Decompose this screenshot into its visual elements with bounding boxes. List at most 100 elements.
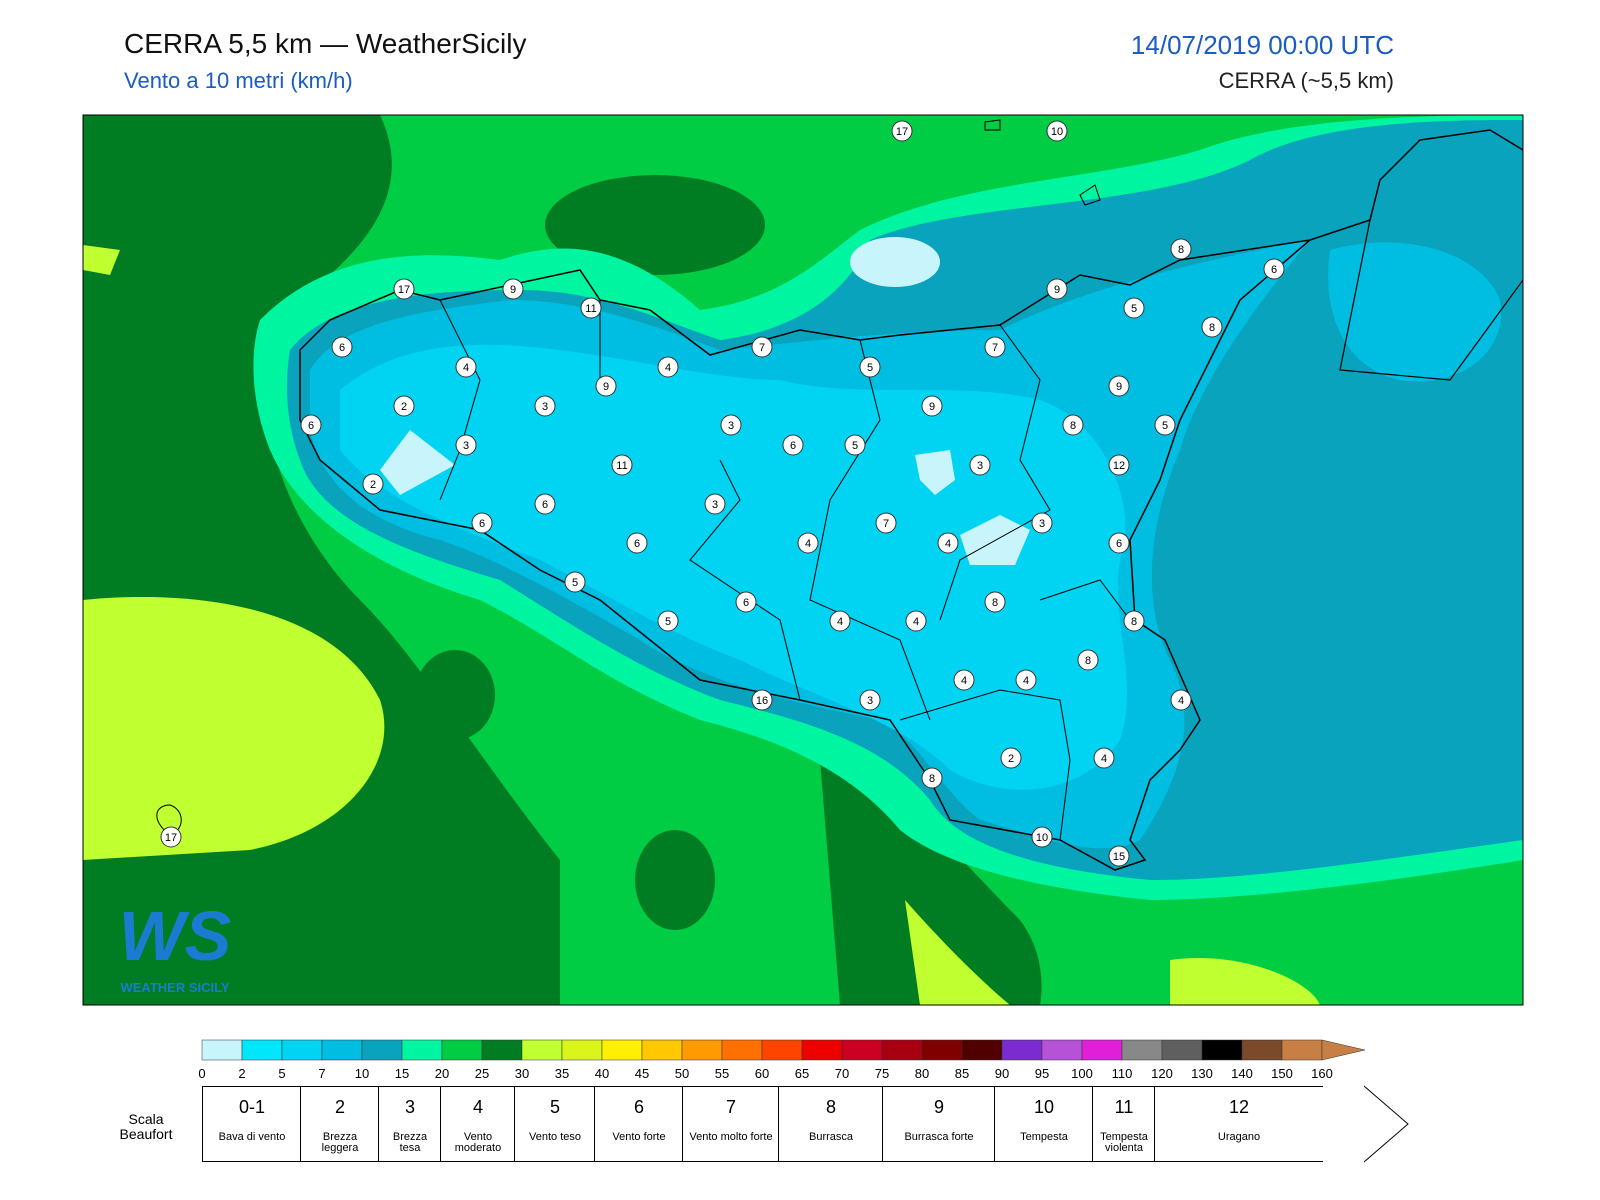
beaufort-force: 9 xyxy=(933,1097,944,1117)
colorbar-segment xyxy=(961,1039,1003,1061)
colorbar-segment xyxy=(761,1039,803,1061)
colorbar-tick-label: 110 xyxy=(1112,1066,1133,1081)
colorbar-tick-label: 95 xyxy=(1035,1066,1049,1081)
station-marker xyxy=(1170,689,1192,711)
station-marker xyxy=(937,532,959,554)
colorbar-tick-label: 60 xyxy=(755,1066,769,1081)
colorbar-segment xyxy=(721,1039,763,1061)
colorbar-segment xyxy=(561,1039,603,1061)
station-marker xyxy=(534,395,556,417)
wind-field xyxy=(83,115,1523,1005)
station-marker xyxy=(1108,532,1130,554)
colorbar-segment xyxy=(641,1039,683,1061)
station-marker xyxy=(1093,747,1115,769)
colorbar-segment xyxy=(521,1039,563,1061)
station-marker xyxy=(1077,649,1099,671)
colorbar-segment xyxy=(1081,1039,1123,1061)
station-value: 10 xyxy=(1036,832,1048,844)
colorbar-segment xyxy=(1121,1039,1163,1061)
station-marker xyxy=(626,532,648,554)
beaufort-label: Scala Beaufort xyxy=(119,1111,173,1142)
station-marker xyxy=(455,434,477,456)
beaufort-class: 10 Tempesta xyxy=(994,1086,1093,1162)
station-value: 5 xyxy=(852,440,858,452)
beaufort-force: 10 xyxy=(1033,1097,1055,1117)
station-value: 9 xyxy=(1116,381,1122,393)
station-marker xyxy=(969,454,991,476)
colorbar-segment xyxy=(801,1039,843,1061)
station-value: 8 xyxy=(1209,322,1215,334)
station-value: 7 xyxy=(759,342,765,354)
station-value: 6 xyxy=(790,440,796,452)
colorbar-tick-label: 25 xyxy=(475,1066,489,1081)
colorbar-arrow xyxy=(1321,1039,1366,1061)
station-value: 9 xyxy=(1054,284,1060,296)
station-value: 11 xyxy=(585,303,596,315)
station-value: 15 xyxy=(1113,851,1125,863)
colorbar-segment xyxy=(1281,1039,1323,1061)
station-value: 8 xyxy=(1070,420,1076,432)
beaufort-class: 2 Brezza leggera xyxy=(300,1086,379,1162)
colorbar-tick-label: 50 xyxy=(675,1066,689,1081)
station-marker xyxy=(891,120,913,142)
station-value: 6 xyxy=(1271,264,1277,276)
colorbar-tick-label: 7 xyxy=(318,1066,325,1081)
station-marker xyxy=(534,493,556,515)
beaufort-name: Burrasca xyxy=(808,1131,854,1143)
station-marker xyxy=(1015,669,1037,691)
colorbar-segment xyxy=(201,1039,243,1061)
colorbar-tick-label: 140 xyxy=(1231,1066,1253,1081)
station-marker xyxy=(657,610,679,632)
beaufort-class: 0-1 Bava di vento xyxy=(202,1086,301,1162)
station-value: 9 xyxy=(510,284,516,296)
colorbar-tick-label: 100 xyxy=(1071,1066,1093,1081)
colorbar-tick-label: 55 xyxy=(715,1066,729,1081)
station-marker xyxy=(704,493,726,515)
station-value: 17 xyxy=(896,126,908,138)
station-value: 5 xyxy=(1162,420,1168,432)
station-value: 6 xyxy=(634,538,640,550)
station-marker xyxy=(580,297,602,319)
station-marker xyxy=(829,610,851,632)
colorbar-segment xyxy=(481,1039,523,1061)
station-marker xyxy=(735,591,757,613)
map-frame xyxy=(82,114,1524,1006)
colorbar-tick-label: 40 xyxy=(595,1066,609,1081)
colorbar-tick-label: 20 xyxy=(435,1066,449,1081)
station-marker xyxy=(1201,316,1223,338)
colorbar-tick-label: 80 xyxy=(915,1066,929,1081)
colorbar-segment xyxy=(921,1039,963,1061)
beaufort-name: Vento teso xyxy=(529,1131,581,1143)
beaufort-class: 5 Vento teso xyxy=(514,1086,595,1162)
station-marker xyxy=(720,414,742,436)
station-marker xyxy=(393,395,415,417)
station-marker xyxy=(782,434,804,456)
beaufort-name: Burrasca forte xyxy=(904,1131,974,1143)
station-value: 10 xyxy=(1051,126,1063,138)
beaufort-class: 11 Tempesta violenta xyxy=(1092,1086,1155,1162)
station-marker xyxy=(953,669,975,691)
station-value: 8 xyxy=(1131,616,1137,628)
date: 14/07/2019 00:00 UTC xyxy=(1130,30,1394,60)
colorbar-tick-label: 2 xyxy=(238,1066,245,1081)
colorbar-segment xyxy=(1161,1039,1203,1061)
station-value: 6 xyxy=(542,499,548,511)
station-marker xyxy=(859,356,881,378)
colorbar-tick-label: 70 xyxy=(835,1066,849,1081)
beaufort-name: Vento molto forte xyxy=(689,1131,773,1143)
title: CERRA 5,5 km — WeatherSicily xyxy=(124,28,527,59)
station-marker xyxy=(1031,826,1053,848)
station-marker xyxy=(1108,375,1130,397)
beaufort-force: 4 xyxy=(472,1097,483,1117)
station-value: 3 xyxy=(463,440,469,452)
beaufort-name: Uragano xyxy=(1217,1131,1261,1143)
station-marker xyxy=(921,767,943,789)
station-marker xyxy=(1108,845,1130,867)
station-marker xyxy=(1000,747,1022,769)
station-marker xyxy=(362,473,384,495)
station-value: 3 xyxy=(542,401,548,413)
colorbar-segment xyxy=(601,1039,643,1061)
station-marker xyxy=(751,336,773,358)
station-marker xyxy=(751,689,773,711)
